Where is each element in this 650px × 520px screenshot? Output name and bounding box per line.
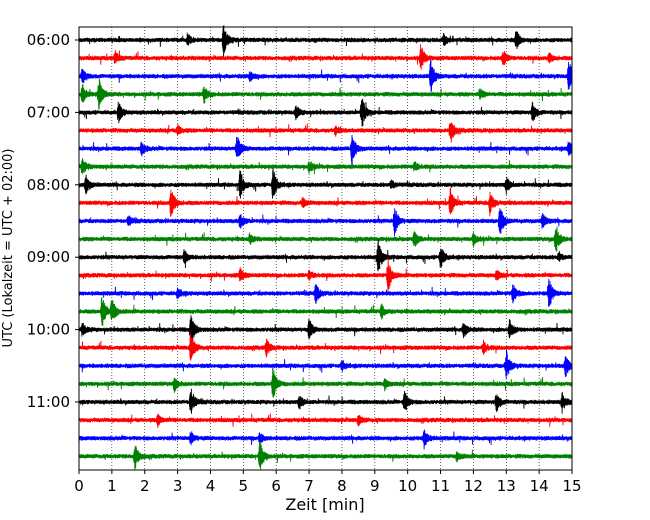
trace-1015 (78, 333, 573, 361)
x-tick-label: 0 (74, 477, 84, 495)
grid-lines (111, 27, 540, 470)
trace-1000 (78, 315, 573, 346)
x-tick-label: 1 (107, 477, 117, 495)
trace-0615 (78, 44, 573, 70)
y-tick-label: 06:00 (27, 31, 70, 49)
y-tick-label: 09:00 (27, 248, 70, 266)
y-tick-label: 08:00 (27, 176, 70, 194)
trace-0815 (78, 188, 573, 217)
trace-0945 (78, 297, 573, 326)
y-tick-label: 11:00 (27, 393, 70, 411)
x-axis-label: Zeit [min] (285, 495, 364, 514)
trace-0930 (78, 278, 573, 307)
trace-1130 (78, 429, 573, 450)
x-tick-label: 15 (562, 477, 581, 495)
trace-0915 (78, 257, 573, 294)
x-tick-label: 10 (398, 477, 417, 495)
y-tick-label: 10:00 (27, 321, 70, 339)
trace-1030 (78, 349, 573, 380)
plot-frame (78, 26, 573, 471)
x-tick-label: 2 (140, 477, 150, 495)
y-tick-label: 07:00 (27, 103, 70, 121)
trace-group (78, 25, 573, 471)
trace-0845 (78, 226, 573, 252)
x-tick-label: 12 (464, 477, 483, 495)
trace-0730 (78, 134, 573, 168)
y-axis-label: UTC (Lokalzeit = UTC + 02:00) (1, 149, 16, 348)
x-tick-label: 5 (239, 477, 249, 495)
trace-0745 (78, 158, 573, 175)
trace-0630 (78, 60, 573, 93)
trace-0800 (78, 168, 573, 199)
x-tick-label: 7 (304, 477, 314, 495)
y-axis-ticks: 06:00 07:00 08:00 09:00 10:00 11:00 (27, 31, 79, 411)
x-tick-label: 9 (370, 477, 380, 495)
trace-1100 (78, 388, 573, 414)
x-tick-label: 3 (173, 477, 183, 495)
trace-0700 (78, 98, 573, 127)
trace-0715 (78, 122, 573, 143)
x-axis-ticks: 0 1 2 3 4 5 6 7 8 9 10 11 12 13 14 15 (74, 470, 582, 495)
x-tick-label: 13 (497, 477, 516, 495)
x-tick-label: 8 (337, 477, 347, 495)
x-tick-label: 14 (530, 477, 549, 495)
trace-0900 (78, 239, 573, 272)
trace-1045 (78, 368, 573, 398)
trace-1145 (78, 441, 573, 471)
x-tick-label: 11 (431, 477, 450, 495)
trace-0830 (78, 208, 573, 237)
trace-0645 (78, 78, 573, 110)
trace-1115 (78, 413, 573, 428)
x-tick-label: 4 (206, 477, 216, 495)
x-tick-label: 6 (271, 477, 281, 495)
trace-0600 (78, 25, 573, 57)
